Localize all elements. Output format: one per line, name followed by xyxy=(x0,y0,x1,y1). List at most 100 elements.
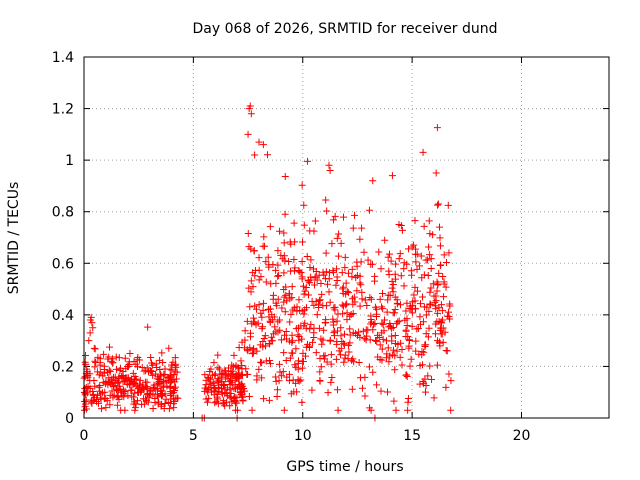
data-point xyxy=(265,396,273,404)
data-point xyxy=(383,308,391,316)
data-point xyxy=(420,271,428,279)
data-point xyxy=(258,325,266,333)
axis-ticks: 0 0.2 0.4 0.6 0.8 1 1.2 1.4 0 5 10 15 20 xyxy=(52,50,609,444)
data-point xyxy=(356,235,364,243)
data-point xyxy=(424,256,432,264)
data-point xyxy=(433,124,441,132)
data-point xyxy=(352,274,360,282)
data-point xyxy=(215,365,223,373)
data-point xyxy=(140,367,148,375)
data-point xyxy=(415,262,423,270)
data-point xyxy=(138,384,146,392)
data-point xyxy=(121,388,129,396)
data-point xyxy=(434,281,442,289)
data-point xyxy=(273,393,281,401)
data-point xyxy=(410,241,418,249)
data-point xyxy=(126,379,134,387)
data-point xyxy=(257,309,265,317)
data-point xyxy=(243,371,251,379)
data-points xyxy=(80,102,455,422)
data-point xyxy=(425,217,433,225)
data-point xyxy=(442,283,450,291)
data-point xyxy=(297,376,305,384)
data-point xyxy=(156,370,164,378)
data-point xyxy=(310,301,318,309)
data-point xyxy=(313,311,321,319)
data-point xyxy=(379,305,387,313)
data-point xyxy=(246,303,254,311)
data-point xyxy=(377,265,385,273)
data-point xyxy=(247,110,255,118)
data-point xyxy=(119,386,127,394)
data-point xyxy=(337,324,345,332)
data-point xyxy=(149,383,157,391)
data-point xyxy=(298,273,306,281)
data-point xyxy=(342,279,350,287)
data-point xyxy=(124,363,132,371)
data-point xyxy=(337,239,345,247)
data-point xyxy=(288,338,296,346)
data-point xyxy=(266,317,274,325)
data-point xyxy=(115,373,123,381)
data-point xyxy=(382,337,390,345)
data-point xyxy=(94,353,102,361)
data-point xyxy=(113,401,121,409)
data-point xyxy=(297,269,305,277)
data-point xyxy=(206,380,214,388)
data-point xyxy=(300,221,308,229)
y-tick-label: 0.6 xyxy=(52,256,74,272)
data-point xyxy=(374,331,382,339)
data-point xyxy=(108,355,116,363)
data-point xyxy=(282,327,290,335)
data-point xyxy=(138,363,146,371)
data-point xyxy=(428,375,436,383)
data-point xyxy=(274,261,282,269)
data-point xyxy=(233,399,241,407)
data-point xyxy=(272,279,280,287)
data-point xyxy=(244,130,252,138)
data-point xyxy=(393,347,401,355)
data-point xyxy=(136,356,144,364)
data-point xyxy=(210,359,218,367)
data-point xyxy=(268,311,276,319)
data-point xyxy=(288,331,296,339)
data-point xyxy=(417,320,425,328)
data-point xyxy=(316,354,324,362)
data-point xyxy=(339,283,347,291)
data-point xyxy=(341,354,349,362)
data-point xyxy=(444,201,452,209)
data-point xyxy=(305,279,313,287)
data-point xyxy=(430,394,438,402)
data-point xyxy=(96,368,104,376)
data-point xyxy=(255,254,263,262)
data-point xyxy=(248,350,256,358)
data-point xyxy=(424,372,432,380)
data-point xyxy=(422,388,430,396)
data-point xyxy=(339,285,347,293)
data-point xyxy=(349,355,357,363)
data-point xyxy=(265,305,273,313)
data-point xyxy=(85,337,93,345)
data-point xyxy=(280,285,288,293)
data-point xyxy=(322,196,330,204)
data-point xyxy=(345,289,353,297)
data-point xyxy=(364,256,372,264)
data-point xyxy=(280,239,288,247)
data-point xyxy=(298,398,306,406)
data-point xyxy=(312,349,320,357)
data-point xyxy=(272,266,280,274)
data-point xyxy=(378,303,386,311)
data-point xyxy=(283,335,291,343)
data-point xyxy=(404,406,412,414)
data-point xyxy=(286,354,294,362)
data-point xyxy=(431,330,439,338)
data-point xyxy=(82,360,90,368)
data-point xyxy=(105,353,113,361)
data-point xyxy=(371,272,379,280)
data-point xyxy=(171,354,179,362)
data-point xyxy=(438,316,446,324)
y-tick-label: 0.2 xyxy=(52,359,74,375)
data-point xyxy=(160,382,168,390)
x-tick-label: 10 xyxy=(294,428,312,444)
data-point xyxy=(124,392,132,400)
